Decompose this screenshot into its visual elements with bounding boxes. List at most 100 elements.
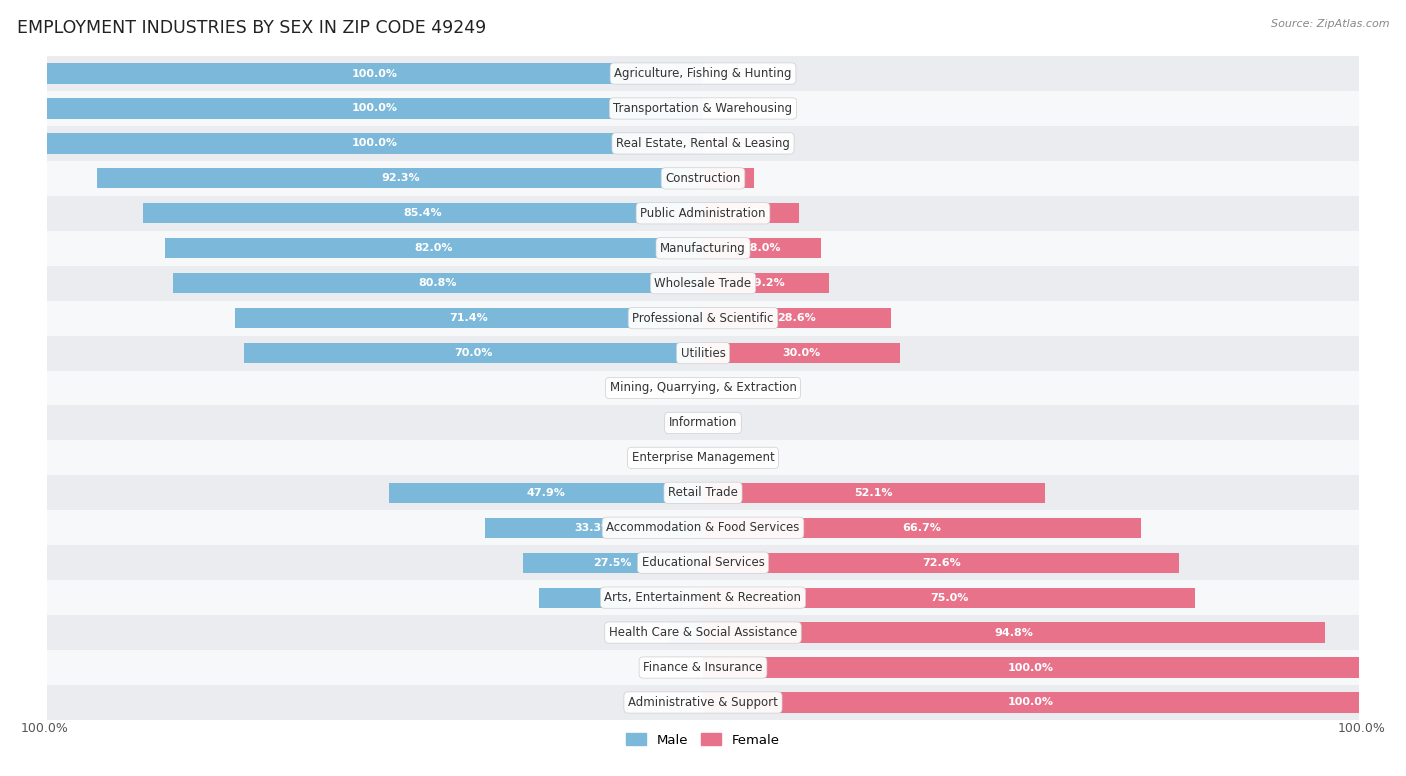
- Text: Administrative & Support: Administrative & Support: [628, 696, 778, 709]
- Text: Arts, Entertainment & Recreation: Arts, Entertainment & Recreation: [605, 591, 801, 605]
- Bar: [46, 196, 1360, 230]
- Bar: [46, 335, 1360, 370]
- Text: Utilities: Utilities: [681, 347, 725, 359]
- Text: 7.7%: 7.7%: [713, 173, 744, 183]
- Text: 100.0%: 100.0%: [352, 138, 398, 148]
- Bar: [46, 370, 1360, 406]
- Text: 0.0%: 0.0%: [665, 698, 693, 708]
- Bar: [703, 203, 799, 223]
- Text: 100.0%: 100.0%: [352, 103, 398, 113]
- Text: EMPLOYMENT INDUSTRIES BY SEX IN ZIP CODE 49249: EMPLOYMENT INDUSTRIES BY SEX IN ZIP CODE…: [17, 19, 486, 37]
- Text: 100.0%: 100.0%: [1337, 722, 1385, 736]
- Bar: [97, 168, 703, 189]
- Text: 19.2%: 19.2%: [747, 278, 786, 288]
- Text: 82.0%: 82.0%: [415, 243, 453, 253]
- Bar: [388, 483, 703, 503]
- Bar: [703, 168, 754, 189]
- Text: 0.0%: 0.0%: [713, 453, 741, 462]
- Text: Construction: Construction: [665, 171, 741, 185]
- Text: 5.2%: 5.2%: [671, 628, 702, 638]
- Text: 0.0%: 0.0%: [665, 418, 693, 428]
- Bar: [538, 587, 703, 608]
- Bar: [703, 518, 1140, 538]
- Text: 0.0%: 0.0%: [713, 138, 741, 148]
- Text: Wholesale Trade: Wholesale Trade: [654, 277, 752, 289]
- Text: 30.0%: 30.0%: [782, 348, 821, 358]
- Text: 71.4%: 71.4%: [450, 314, 488, 323]
- Text: Health Care & Social Assistance: Health Care & Social Assistance: [609, 626, 797, 639]
- Legend: Male, Female: Male, Female: [621, 728, 785, 752]
- Text: 0.0%: 0.0%: [665, 383, 693, 393]
- Bar: [46, 126, 1360, 161]
- Text: 70.0%: 70.0%: [454, 348, 492, 358]
- Bar: [703, 343, 900, 363]
- Bar: [703, 483, 1045, 503]
- Text: 72.6%: 72.6%: [922, 558, 960, 568]
- Text: 18.0%: 18.0%: [742, 243, 782, 253]
- Bar: [46, 615, 1360, 650]
- Bar: [703, 587, 1195, 608]
- Bar: [46, 300, 1360, 335]
- Text: Agriculture, Fishing & Hunting: Agriculture, Fishing & Hunting: [614, 67, 792, 80]
- Text: Accommodation & Food Services: Accommodation & Food Services: [606, 521, 800, 534]
- Bar: [703, 692, 1360, 712]
- Bar: [243, 343, 703, 363]
- Text: Real Estate, Rental & Leasing: Real Estate, Rental & Leasing: [616, 137, 790, 150]
- Text: 85.4%: 85.4%: [404, 208, 441, 218]
- Text: 94.8%: 94.8%: [994, 628, 1033, 638]
- Text: 25.0%: 25.0%: [602, 593, 640, 603]
- Bar: [46, 441, 1360, 476]
- Bar: [703, 273, 830, 293]
- Bar: [46, 406, 1360, 441]
- Text: 0.0%: 0.0%: [713, 383, 741, 393]
- Text: Educational Services: Educational Services: [641, 556, 765, 570]
- Bar: [46, 265, 1360, 300]
- Text: 0.0%: 0.0%: [665, 663, 693, 673]
- Text: 100.0%: 100.0%: [21, 722, 69, 736]
- Bar: [46, 546, 1360, 580]
- Bar: [703, 238, 821, 258]
- Text: 52.1%: 52.1%: [855, 488, 893, 498]
- Text: Finance & Insurance: Finance & Insurance: [644, 661, 762, 674]
- Bar: [165, 238, 703, 258]
- Text: 28.6%: 28.6%: [778, 314, 817, 323]
- Bar: [46, 685, 1360, 720]
- Text: Source: ZipAtlas.com: Source: ZipAtlas.com: [1271, 19, 1389, 29]
- Bar: [46, 64, 703, 84]
- Text: 100.0%: 100.0%: [352, 68, 398, 78]
- Text: 100.0%: 100.0%: [1008, 663, 1054, 673]
- Bar: [703, 553, 1180, 573]
- Text: Professional & Scientific: Professional & Scientific: [633, 312, 773, 324]
- Bar: [46, 580, 1360, 615]
- Bar: [46, 230, 1360, 265]
- Bar: [142, 203, 703, 223]
- Text: Public Administration: Public Administration: [640, 206, 766, 220]
- Bar: [46, 91, 1360, 126]
- Text: 27.5%: 27.5%: [593, 558, 633, 568]
- Text: Retail Trade: Retail Trade: [668, 487, 738, 499]
- Bar: [703, 308, 890, 328]
- Bar: [46, 99, 703, 119]
- Text: 100.0%: 100.0%: [1008, 698, 1054, 708]
- Bar: [46, 161, 1360, 196]
- Bar: [703, 657, 1360, 677]
- Text: 92.3%: 92.3%: [381, 173, 419, 183]
- Bar: [485, 518, 703, 538]
- Text: 75.0%: 75.0%: [929, 593, 969, 603]
- Bar: [235, 308, 703, 328]
- Bar: [46, 650, 1360, 685]
- Text: 47.9%: 47.9%: [526, 488, 565, 498]
- Bar: [669, 622, 703, 643]
- Bar: [46, 56, 1360, 91]
- Text: 0.0%: 0.0%: [665, 453, 693, 462]
- Bar: [703, 622, 1324, 643]
- Text: 14.6%: 14.6%: [731, 208, 770, 218]
- Bar: [46, 476, 1360, 511]
- Bar: [523, 553, 703, 573]
- Text: 0.0%: 0.0%: [713, 68, 741, 78]
- Text: Enterprise Management: Enterprise Management: [631, 452, 775, 464]
- Text: Information: Information: [669, 417, 737, 429]
- Text: Manufacturing: Manufacturing: [661, 242, 745, 255]
- Text: Transportation & Warehousing: Transportation & Warehousing: [613, 102, 793, 115]
- Text: 80.8%: 80.8%: [419, 278, 457, 288]
